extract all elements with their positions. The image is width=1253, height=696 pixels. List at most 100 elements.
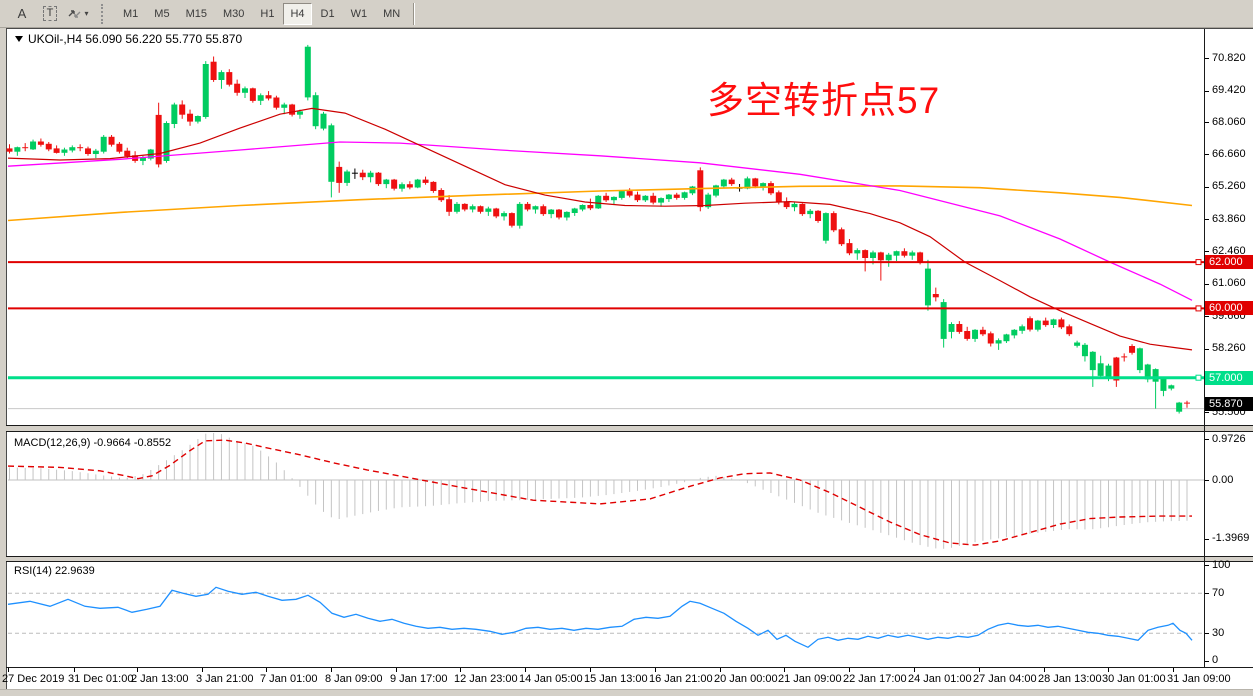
time-tick	[202, 668, 203, 672]
time-tick-label: 12 Jan 23:00	[454, 673, 518, 685]
macd-tick	[1205, 439, 1209, 440]
price-tick-label: 62.460	[1212, 245, 1246, 257]
timeframe-button-D1[interactable]: D1	[320, 7, 335, 20]
time-tick-label: 28 Jan 13:00	[1038, 673, 1102, 685]
time-tick	[1173, 668, 1174, 672]
time-tick-label: 7 Jan 01:00	[260, 673, 318, 685]
time-tick-label: 15 Jan 13:00	[584, 673, 648, 685]
time-tick	[137, 668, 138, 672]
rsi-tick	[1205, 565, 1209, 566]
timeframe-button-MN[interactable]: MN	[383, 7, 401, 20]
macd-tick-label: -1.3969	[1212, 532, 1250, 544]
price-tick	[1205, 412, 1209, 413]
rsi-indicator-label: RSI(14) 22.9639	[14, 565, 95, 577]
time-tick-label: 21 Jan 09:00	[778, 673, 842, 685]
time-tick-label: 9 Jan 17:00	[390, 673, 448, 685]
time-tick	[266, 668, 267, 672]
timeframe-button-H1[interactable]: H1	[260, 7, 275, 20]
text-label-tool-button[interactable]: A	[17, 6, 27, 21]
price-tick	[1205, 58, 1209, 59]
ohlc-readout: UKOil-,H4 56.090 56.220 55.770 55.870	[28, 32, 243, 46]
price-tick-label: 66.660	[1212, 148, 1246, 160]
price-tick-label: 68.060	[1212, 116, 1246, 128]
cycle-arrows-icon	[68, 9, 81, 18]
time-tick	[720, 668, 721, 672]
macd-name: MACD(12,26,9)	[14, 437, 91, 449]
time-tick	[525, 668, 526, 672]
rsi-tick-label: 70	[1212, 587, 1225, 599]
dashed-text-box-icon: T	[42, 6, 58, 21]
chart-text-annotation[interactable]: 多空转折点57	[707, 80, 941, 121]
macd-tick-label: 0.00	[1212, 474, 1234, 486]
price-tick	[1205, 219, 1209, 220]
time-tick	[849, 668, 850, 672]
window-bottom-edge	[0, 689, 1253, 696]
toolbar-divider	[413, 2, 416, 25]
timeframe-button-M1[interactable]: M1	[123, 7, 139, 20]
time-tick-label: 24 Jan 01:00	[908, 673, 972, 685]
time-tick	[460, 668, 461, 672]
rsi-tick-label: 30	[1212, 627, 1225, 639]
time-tick-label: 14 Jan 05:00	[519, 673, 583, 685]
text-box-tool-button[interactable]: T	[38, 2, 62, 26]
chart-symbol-title[interactable]: UKOil-,H4 56.090 56.220 55.770 55.870	[15, 32, 242, 46]
time-tick	[914, 668, 915, 672]
price-tick-label: 61.060	[1212, 277, 1246, 289]
price-tick	[1205, 251, 1209, 252]
time-tick-label: 31 Dec 01:00	[68, 673, 134, 685]
level-price-tag: 57.000	[1205, 371, 1253, 385]
price-tick	[1205, 154, 1209, 155]
price-tick	[1205, 284, 1209, 285]
time-tick-label: 22 Jan 17:00	[843, 673, 907, 685]
price-tick-label: 65.260	[1212, 180, 1246, 192]
price-tick-label: 70.820	[1212, 52, 1246, 64]
cursor-tools-button[interactable]: ▾	[66, 2, 90, 26]
time-tick	[979, 668, 980, 672]
time-tick-label: 16 Jan 21:00	[649, 673, 713, 685]
price-axis-border	[1204, 29, 1205, 667]
macd-tick	[1205, 539, 1209, 540]
timeframe-button-M30[interactable]: M30	[222, 7, 245, 20]
time-tick-label: 20 Jan 00:00	[714, 673, 778, 685]
rsi-tick-label: 0	[1212, 654, 1219, 666]
timeframe-button-M5[interactable]: M5	[154, 7, 170, 20]
pane-splitter-rsi[interactable]	[6, 556, 1253, 562]
time-tick-label: 30 Jan 01:00	[1102, 673, 1166, 685]
macd-tick	[1205, 480, 1209, 481]
price-tick-label: 69.420	[1212, 84, 1246, 96]
current-price-tag: 55.870	[1205, 397, 1253, 411]
rsi-tick-label: 100	[1212, 559, 1231, 571]
toolbar-drag-handle[interactable]	[101, 3, 108, 24]
time-tick	[590, 668, 591, 672]
price-tick	[1205, 316, 1209, 317]
time-tick	[784, 668, 785, 672]
price-tick	[1205, 349, 1209, 350]
toolbar: A T ▾ M1 M5 M15 M30 H1 H4 D1 W1 MN	[0, 0, 1253, 28]
time-tick	[1108, 668, 1109, 672]
macd-values: -0.9664 -0.8552	[93, 437, 172, 449]
symbol-dropdown-icon[interactable]	[15, 36, 23, 42]
timeframe-button-W1[interactable]: W1	[350, 7, 368, 20]
macd-indicator-label: MACD(12,26,9) -0.9664 -0.8552	[14, 437, 171, 449]
time-tick	[331, 668, 332, 672]
pane-splitter-macd[interactable]	[6, 425, 1253, 432]
time-axis-border	[6, 667, 1253, 668]
price-tick	[1205, 187, 1209, 188]
time-tick-label: 8 Jan 09:00	[325, 673, 383, 685]
price-tick-label: 63.860	[1212, 213, 1246, 225]
chevron-down-icon: ▾	[84, 9, 89, 18]
time-tick-label: 27 Jan 04:00	[973, 673, 1037, 685]
level-price-tag: 62.000	[1205, 255, 1253, 269]
rsi-tick	[1205, 633, 1209, 634]
time-tick-label: 27 Dec 2019	[2, 673, 65, 685]
timeframe-button-H4[interactable]: H4	[283, 2, 312, 25]
price-tick	[1205, 122, 1209, 123]
time-tick	[396, 668, 397, 672]
macd-tick-label: 0.9726	[1212, 433, 1246, 445]
price-tick-label: 58.260	[1212, 342, 1246, 354]
chart-window[interactable]	[6, 28, 1253, 695]
level-price-tag: 60.000	[1205, 301, 1253, 315]
time-tick-label: 31 Jan 09:00	[1167, 673, 1231, 685]
timeframe-button-M15[interactable]: M15	[185, 7, 207, 20]
time-tick	[655, 668, 656, 672]
